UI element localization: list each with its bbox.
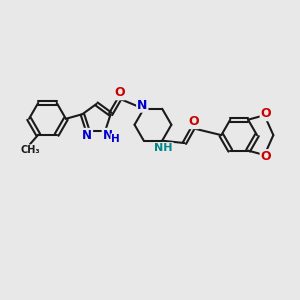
Text: NH: NH <box>154 143 173 153</box>
Text: N: N <box>82 129 92 142</box>
Text: O: O <box>261 107 271 120</box>
Text: O: O <box>188 115 199 128</box>
Text: O: O <box>114 86 125 99</box>
Text: H: H <box>111 134 120 144</box>
Text: O: O <box>261 150 271 163</box>
Text: N: N <box>137 99 148 112</box>
Text: N: N <box>103 129 112 142</box>
Text: CH₃: CH₃ <box>20 145 40 155</box>
